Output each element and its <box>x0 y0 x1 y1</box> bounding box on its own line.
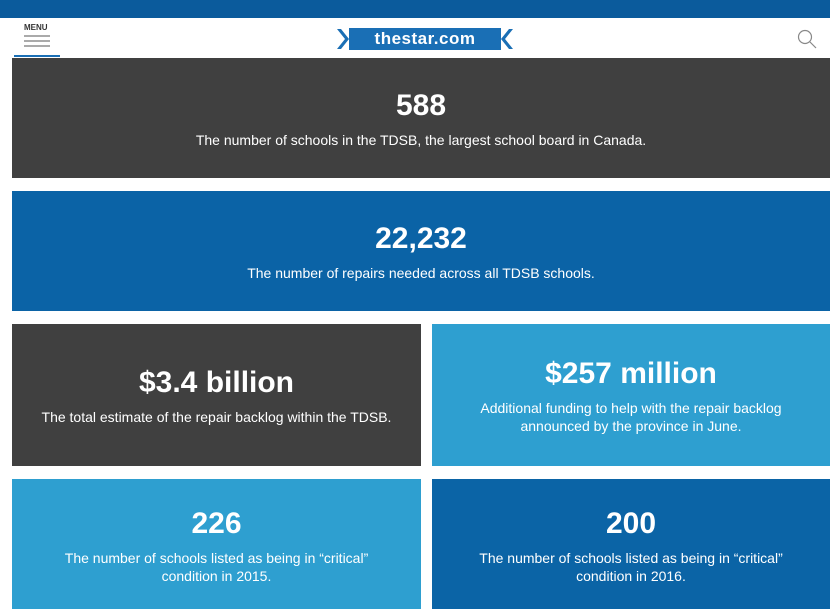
header: MENU thestar.com <box>0 18 830 58</box>
stat-tile: $3.4 billion The total estimate of the re… <box>12 324 421 466</box>
stat-description: The number of schools in the TDSB, the l… <box>195 132 647 148</box>
stat-value: $3.4 billion <box>138 366 295 399</box>
stat-tile: $257 million Additional funding to help w… <box>432 324 830 466</box>
menu-icon[interactable] <box>24 35 50 47</box>
stat-tile: 588 The number of schools in the TDSB, th… <box>12 58 830 178</box>
logo-bg <box>337 28 513 50</box>
stat-value: 588 <box>395 89 447 122</box>
logo[interactable]: thestar.com <box>337 27 513 51</box>
stat-tile: 200 The number of schools listed as being… <box>432 479 830 609</box>
stat-value: 200 <box>605 507 657 540</box>
stat-description: The number of schools listed as being in… <box>64 550 369 584</box>
stat-value: $257 million <box>545 357 717 390</box>
stat-description: The number of schools listed as being in… <box>479 550 783 584</box>
logo-text[interactable]: thestar.com <box>374 29 476 48</box>
stat-description: The number of repairs needed across all … <box>247 265 595 281</box>
menu-label[interactable]: MENU <box>24 23 48 32</box>
search-icon[interactable] <box>796 28 818 50</box>
stat-tile: 226 The number of schools listed as being… <box>12 479 421 609</box>
stat-value: 226 <box>191 507 242 540</box>
stat-tile: 22,232 The number of repairs needed acros… <box>12 191 830 311</box>
stat-description: The total estimate of the repair backlog… <box>41 409 392 425</box>
menu-underline <box>14 55 60 57</box>
stat-value: 22,232 <box>375 222 467 255</box>
top-strip <box>0 0 830 18</box>
stat-description: Additional funding to help with the repa… <box>480 400 782 434</box>
